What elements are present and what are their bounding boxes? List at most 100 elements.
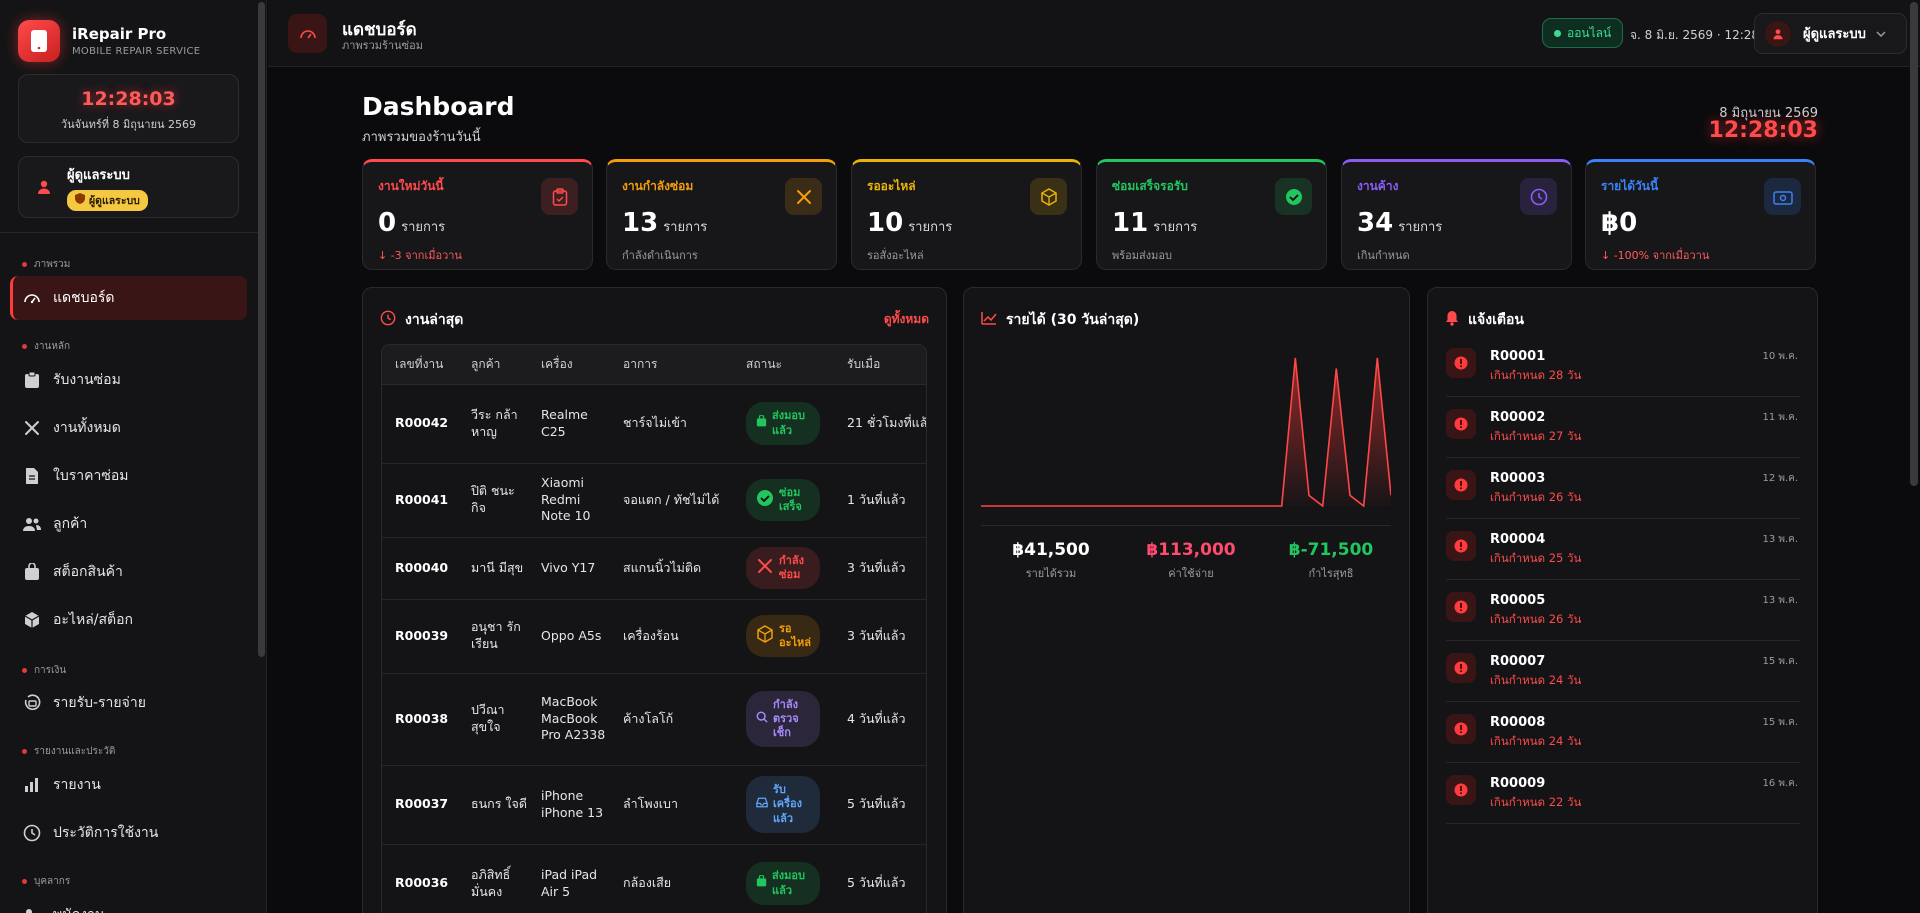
status-label: ส่งมอบแล้ว <box>772 869 805 897</box>
bag-icon <box>756 874 767 891</box>
stat-card[interactable]: ซ่อมเสร็จรอรับ 11 รายการ พร้อมส่งมอบ <box>1096 159 1327 270</box>
notification-job-id: R00001 <box>1490 349 1546 364</box>
view-all-link[interactable]: ดูทั้งหมด <box>883 312 929 326</box>
notification-item[interactable]: R00002 เกินกำหนด 27 วัน 11 พ.ค. <box>1446 397 1800 458</box>
sidebar-item-dashboard[interactable]: แดชบอร์ด <box>10 276 247 320</box>
alert-circle-icon <box>1446 653 1476 683</box>
sidebar-item-customers[interactable]: ลูกค้า <box>10 502 247 546</box>
revenue-header: รายได้ (30 วันล่าสุด) <box>981 309 1139 331</box>
stat-footer: เกินกำหนด <box>1357 249 1410 262</box>
notification-item[interactable]: R00007 เกินกำหนด 24 วัน 15 พ.ค. <box>1446 641 1800 702</box>
customer-name: อนุชา รักเรียน <box>458 599 528 674</box>
dashboard-date: 8 มิถุนายน 2569 <box>1719 106 1818 121</box>
inbox-icon <box>756 797 768 812</box>
sidebar-item-label: ใบราคาซ่อม <box>53 468 129 484</box>
sidebar-item-label: รายรับ-รายจ่าย <box>53 695 146 711</box>
stat-footer: ↓ -3 จากเมื่อวาน <box>378 249 462 262</box>
notification-item[interactable]: R00008 เกินกำหนด 24 วัน 15 พ.ค. <box>1446 702 1800 763</box>
stat-label: ซ่อมเสร็จรอรับ <box>1112 179 1188 193</box>
revenue-chart <box>981 357 1391 508</box>
user-icon <box>33 176 55 198</box>
table-header: อาการ <box>610 345 733 385</box>
search-icon <box>756 711 768 727</box>
alert-circle-icon <box>1446 409 1476 439</box>
user-menu-button[interactable]: ผู้ดูแลระบบ <box>1754 13 1907 54</box>
sidebar-item-quotes[interactable]: ใบราคาซ่อม <box>10 454 247 498</box>
phone-logo-icon <box>18 20 60 62</box>
table-row[interactable]: R00040 มานี มีสุข Vivo Y17 สแกนนิ้วไม่ติ… <box>382 537 926 600</box>
sidebar: iRepair Pro MOBILE REPAIR SERVICE 12:28:… <box>0 0 267 913</box>
alert-circle-icon <box>1446 592 1476 622</box>
issue-text: กล้องเสีย <box>610 844 733 913</box>
notification-item[interactable]: R00005 เกินกำหนด 26 วัน 13 พ.ค. <box>1446 580 1800 641</box>
notification-date: 16 พ.ค. <box>1762 778 1798 789</box>
notification-item[interactable]: R00001 เกินกำหนด 28 วัน 10 พ.ค. <box>1446 336 1800 397</box>
notification-date: 15 พ.ค. <box>1762 656 1798 667</box>
notification-item[interactable]: R00004 เกินกำหนด 25 วัน 13 พ.ค. <box>1446 519 1800 580</box>
stat-card[interactable]: งานค้าง 34 รายการ เกินกำหนด <box>1341 159 1572 270</box>
sidebar-item-parts[interactable]: อะไหล่/สต็อก <box>10 598 247 642</box>
sidebar-item-history[interactable]: ประวัติการใช้งาน <box>10 811 247 855</box>
check-circle-icon <box>1275 178 1312 215</box>
table-row[interactable]: R00042 วีระ กล้าหาญ Realme C25 ชาร์จไม่เ… <box>382 384 926 464</box>
device-name: iPad iPad Air 5 <box>528 844 610 913</box>
main-scrollbar[interactable] <box>1910 2 1918 486</box>
table-row[interactable]: R00037 ธนกร ใจดี iPhone iPhone 13 ลำโพงเ… <box>382 765 926 845</box>
revenue-total-label: กำไรสุทธิ <box>1308 567 1354 580</box>
revenue-title: รายได้ (30 วันล่าสุด) <box>1006 312 1140 328</box>
notification-date: 11 พ.ค. <box>1762 412 1798 423</box>
stat-card[interactable]: งานใหม่วันนี้ 0 รายการ ↓ -3 จากเมื่อวาน <box>362 159 593 270</box>
user-avatar-icon <box>1765 20 1791 47</box>
table-header: เครื่อง <box>528 345 610 385</box>
gauge-icon <box>288 14 327 53</box>
stat-label: งานกำลังซ่อม <box>622 179 694 193</box>
alert-circle-icon <box>1446 531 1476 561</box>
stat-card[interactable]: รออะไหล่ 10 รายการ รอสั่งอะไหล่ <box>851 159 1082 270</box>
job-id: R00036 <box>382 844 458 913</box>
notification-item[interactable]: R00009 เกินกำหนด 22 วัน 16 พ.ค. <box>1446 763 1800 824</box>
table-row[interactable]: R00039 อนุชา รักเรียน Oppo A5s เครื่องร้… <box>382 599 926 674</box>
sidebar-item-staff[interactable]: พนักงาน <box>10 893 247 913</box>
sidebar-item-label: สต็อกสินค้า <box>53 564 123 580</box>
alert-circle-icon <box>1446 348 1476 378</box>
stat-unit: รายการ <box>663 220 708 235</box>
nav-section-reports: รายงานและประวัติ <box>22 744 115 759</box>
bag-icon <box>756 414 767 431</box>
notification-job-id: R00004 <box>1490 532 1546 547</box>
sidebar-item-all-jobs[interactable]: งานทั้งหมด <box>10 406 247 450</box>
recent-jobs-header: งานล่าสุด <box>380 309 463 331</box>
stat-card[interactable]: รายได้วันนี้ ฿0 ↓ -100% จากเมื่อวาน <box>1585 159 1816 270</box>
sidebar-item-label: พนักงาน <box>53 904 105 913</box>
recent-jobs-panel: งานล่าสุด ดูทั้งหมด เลขที่งาน ลูกค้า เครื่… <box>362 287 947 913</box>
stat-card[interactable]: งานกำลังซ่อม 13 รายการ กำลังดำเนินการ <box>606 159 837 270</box>
alert-circle-icon <box>1446 470 1476 500</box>
table-row[interactable]: R00038 ปวีณา สุขใจ MacBook MacBook Pro A… <box>382 673 926 766</box>
cash-icon <box>1764 178 1801 215</box>
status-badge: ซ่อมเสร็จ <box>746 478 820 522</box>
sidebar-item-stock[interactable]: สต็อกสินค้า <box>10 550 247 594</box>
table-row[interactable]: R00041 ปิติ ชนะกิจ Xiaomi Redmi Note 10 … <box>382 463 926 538</box>
table-row[interactable]: R00036 อภิสิทธิ์ มั่นคง iPad iPad Air 5 … <box>382 844 926 913</box>
status-badge: กำลังซ่อม <box>746 546 820 590</box>
sidebar-scrollbar[interactable] <box>258 2 265 657</box>
revenue-series-line <box>981 357 1391 508</box>
alert-circle-icon <box>1446 775 1476 805</box>
notification-message: เกินกำหนด 24 วัน <box>1490 673 1582 687</box>
revenue-area <box>981 358 1391 506</box>
stat-label: งานใหม่วันนี้ <box>378 179 444 193</box>
notification-item[interactable]: R00003 เกินกำหนด 26 วัน 12 พ.ค. <box>1446 458 1800 519</box>
dashboard-title: Dashboard <box>362 92 515 121</box>
issue-text: จอแตก / ทัชไม่ได้ <box>610 463 733 538</box>
sidebar-item-income-expense[interactable]: รายรับ-รายจ่าย <box>10 681 247 725</box>
sidebar-item-receive-repair[interactable]: รับงานซ่อม <box>10 358 247 402</box>
stat-value: ฿0 <box>1601 208 1638 238</box>
received-time: 1 วันที่แล้ว <box>834 463 926 538</box>
stat-footer: รอสั่งอะไหล่ <box>867 249 924 262</box>
status-badge: รออะไหล่ <box>746 614 820 658</box>
nav-section-overview: ภาพรวม <box>22 257 70 272</box>
box-icon <box>22 610 42 630</box>
sidebar-item-reports[interactable]: รายงาน <box>10 763 247 807</box>
status-label: ซ่อมเสร็จ <box>779 485 802 513</box>
brand[interactable]: iRepair Pro MOBILE REPAIR SERVICE <box>18 20 200 62</box>
notification-date: 15 พ.ค. <box>1762 717 1798 728</box>
